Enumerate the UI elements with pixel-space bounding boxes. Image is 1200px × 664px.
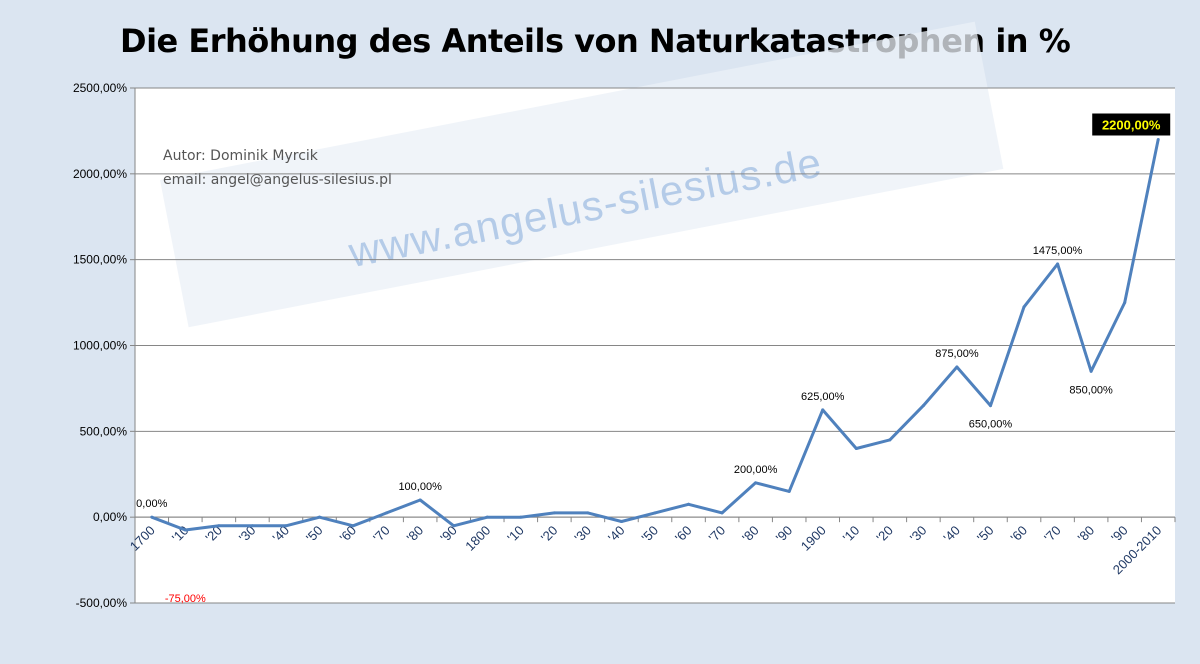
x-tick-label: '70	[370, 523, 393, 546]
x-tick-label: '40	[605, 523, 628, 546]
data-label: 2200,00%	[1102, 118, 1161, 133]
data-point	[552, 511, 556, 515]
x-tick-label: '30	[907, 523, 930, 546]
x-tick-label: '10	[504, 523, 527, 546]
data-point	[385, 511, 389, 515]
data-point	[921, 404, 925, 408]
data-point	[1089, 369, 1093, 373]
x-tick-label: 1700	[127, 523, 158, 554]
x-tick-label: '50	[974, 523, 997, 546]
y-tick-label: 2500,00%	[73, 81, 127, 95]
data-point	[250, 524, 254, 528]
data-label: 850,00%	[1069, 384, 1113, 396]
x-tick-label: '90	[1108, 523, 1131, 546]
data-point	[318, 515, 322, 519]
data-point	[687, 502, 691, 506]
data-label: 100,00%	[398, 481, 442, 493]
data-point	[1156, 138, 1160, 141]
x-tick-label: '80	[404, 523, 427, 546]
x-tick-label: '70	[1041, 523, 1064, 546]
data-label: 1475,00%	[1033, 245, 1083, 257]
data-label: 625,00%	[801, 391, 845, 403]
data-point	[351, 524, 355, 528]
x-tick-label: 1800	[462, 523, 493, 554]
y-tick-label: 1500,00%	[73, 253, 127, 267]
x-tick-label: 1900	[798, 523, 829, 554]
data-label: 875,00%	[935, 348, 979, 360]
y-tick-label: 1000,00%	[73, 339, 127, 353]
author-name: Autor: Dominik Myrcik	[163, 148, 318, 164]
data-point	[150, 515, 154, 519]
data-point	[888, 438, 892, 442]
data-point	[485, 515, 489, 519]
highlight-label-box	[1092, 113, 1171, 136]
data-point	[1123, 301, 1127, 305]
x-tick-label: '80	[1075, 523, 1098, 546]
x-tick-label: '50	[303, 523, 326, 546]
data-point	[653, 511, 657, 515]
data-label: 200,00%	[734, 464, 778, 476]
data-point	[284, 524, 288, 528]
x-tick-label: '20	[538, 523, 561, 546]
data-point	[183, 528, 187, 532]
data-point	[586, 511, 590, 515]
data-point	[754, 481, 758, 485]
data-point	[955, 365, 959, 369]
data-point	[418, 498, 422, 502]
data-point	[1056, 262, 1060, 266]
data-point	[720, 511, 724, 515]
y-tick-label: 2000,00%	[73, 167, 127, 181]
x-tick-label: '90	[773, 523, 796, 546]
x-tick-label: '80	[739, 523, 762, 546]
data-point	[619, 519, 623, 523]
y-tick-label: 0,00%	[93, 510, 127, 524]
data-label: 0,00%	[136, 498, 167, 510]
data-point	[821, 408, 825, 412]
data-label: -75,00%	[165, 593, 206, 605]
data-label: 650,00%	[969, 419, 1013, 431]
x-tick-label: '70	[706, 523, 729, 546]
y-tick-label: 500,00%	[80, 424, 128, 438]
data-point	[988, 404, 992, 408]
x-tick-label: '30	[571, 523, 594, 546]
author-email: email: angel@angelus-silesius.pl	[163, 172, 392, 188]
x-tick-label: '50	[639, 523, 662, 546]
data-point	[787, 489, 791, 493]
x-tick-label: '20	[873, 523, 896, 546]
x-tick-label: '60	[1008, 523, 1031, 546]
data-point	[519, 515, 523, 519]
data-point	[1022, 305, 1026, 309]
x-tick-label: '10	[840, 523, 863, 546]
y-tick-label: -500,00%	[76, 596, 128, 610]
series-line	[151, 139, 1160, 532]
data-point	[452, 524, 456, 528]
data-point	[854, 447, 858, 450]
data-point	[217, 524, 221, 528]
x-tick-label: '40	[940, 523, 963, 546]
x-tick-label: '60	[672, 523, 695, 546]
